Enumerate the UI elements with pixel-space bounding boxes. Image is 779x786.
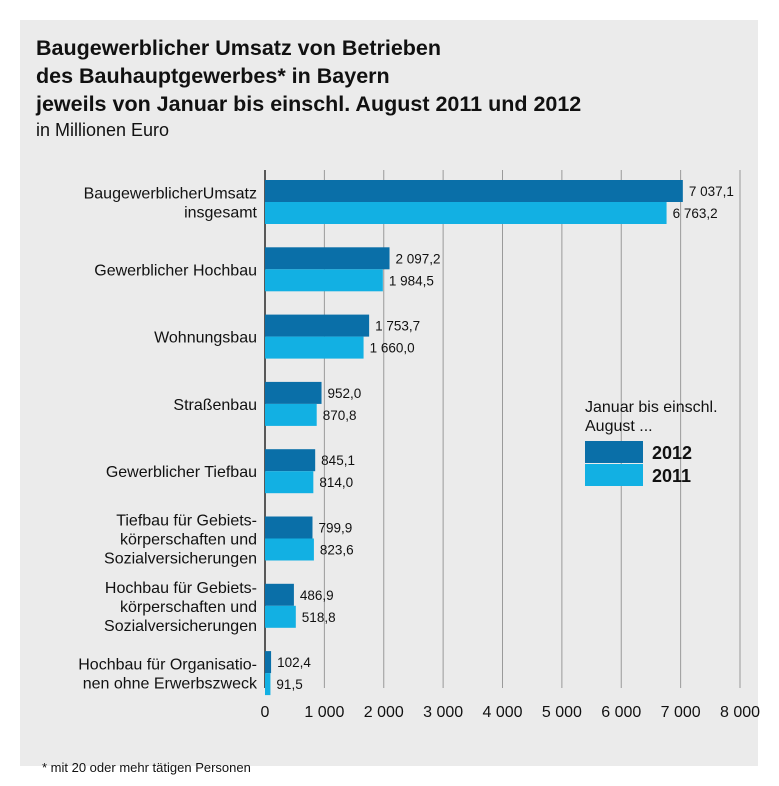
legend-title: Januar bis einschl.: [585, 399, 718, 416]
bar-2012: [265, 314, 370, 337]
x-tick-label: 1 000: [304, 704, 344, 721]
x-tick-label: 5 000: [542, 704, 582, 721]
x-tick-label: 0: [261, 704, 270, 721]
bar-2011: [265, 202, 667, 224]
legend-swatch-2011: [585, 464, 643, 486]
bar-2011: [265, 471, 314, 494]
bar-2011: [265, 673, 271, 696]
bar-2012: [265, 449, 316, 472]
category-label: Tiefbau für Gebiets-: [116, 513, 257, 530]
x-tick-label: 8 000: [720, 704, 760, 721]
data-label: 1 984,5: [389, 273, 434, 288]
bar-2011: [265, 403, 317, 426]
bar-2011: [265, 336, 364, 359]
chart-title-line-3: jeweils von Januar bis einschl. August 2…: [36, 92, 582, 116]
data-label: 1 660,0: [370, 341, 415, 356]
data-label: 870,8: [323, 408, 357, 423]
bar-2011: [265, 538, 314, 561]
x-tick-label: 7 000: [661, 704, 701, 721]
category-label: Hochbau für Gebiets-: [105, 580, 257, 597]
chart-title-line-2: des Bauhauptgewerbes* in Bayern: [36, 64, 390, 88]
category-label: Hochbau für Organisatio-: [78, 657, 257, 674]
bar-2012: [265, 381, 322, 404]
data-label: 814,0: [319, 475, 353, 490]
bar-2012: [265, 247, 390, 270]
chart-subtitle: in Millionen Euro: [36, 120, 170, 140]
x-tick-label: 4 000: [482, 704, 522, 721]
bar-2011: [265, 605, 296, 628]
category-label: Straßenbau: [173, 397, 257, 414]
chart-title-line-1: Baugewerblicher Umsatz von Betrieben: [36, 36, 442, 60]
bar-2012: [265, 583, 294, 606]
bar-2012: [265, 180, 683, 202]
data-label: 518,8: [302, 610, 336, 625]
bar-2011: [265, 269, 383, 292]
category-label: Gewerblicher Hochbau: [94, 262, 257, 279]
data-label: 7 037,1: [689, 184, 734, 199]
category-label: körperschaften und: [120, 599, 257, 616]
category-label: körperschaften und: [120, 532, 257, 549]
title-block: Baugewerblicher Umsatz von Betrieben des…: [36, 34, 736, 142]
data-label: 2 097,2: [396, 251, 441, 266]
x-tick-label: 2 000: [364, 704, 404, 721]
footnote: * mit 20 oder mehr tätigen Personen: [42, 760, 251, 775]
legend-title: August ...: [585, 418, 653, 435]
x-tick-label: 6 000: [601, 704, 641, 721]
legend-label: 2012: [652, 443, 692, 463]
bar-2012: [265, 516, 313, 539]
category-label: insgesamt: [184, 205, 257, 222]
category-label: nen ohne Erwerbszweck: [83, 676, 258, 693]
category-label: Sozialversicherungen: [104, 551, 257, 568]
category-label: Sozialversicherungen: [104, 618, 257, 635]
data-label: 6 763,2: [673, 206, 718, 221]
data-label: 845,1: [321, 453, 355, 468]
category-label: Gewerblicher Tiefbau: [106, 464, 257, 481]
data-label: 102,4: [277, 655, 311, 670]
legend-swatch-2012: [585, 441, 643, 463]
category-label: Wohnungsbau: [154, 330, 257, 347]
legend-label: 2011: [652, 466, 691, 486]
x-tick-label: 3 000: [423, 704, 463, 721]
data-label: 91,5: [276, 677, 302, 692]
data-label: 799,9: [318, 521, 352, 536]
chart-panel: Baugewerblicher Umsatz von Betrieben des…: [20, 20, 758, 775]
data-label: 952,0: [328, 386, 362, 401]
data-label: 486,9: [300, 588, 334, 603]
bar-2012: [265, 651, 272, 674]
data-label: 1 753,7: [375, 319, 420, 334]
category-label: BaugewerblicherUmsatz: [84, 186, 257, 203]
data-label: 823,6: [320, 543, 354, 558]
